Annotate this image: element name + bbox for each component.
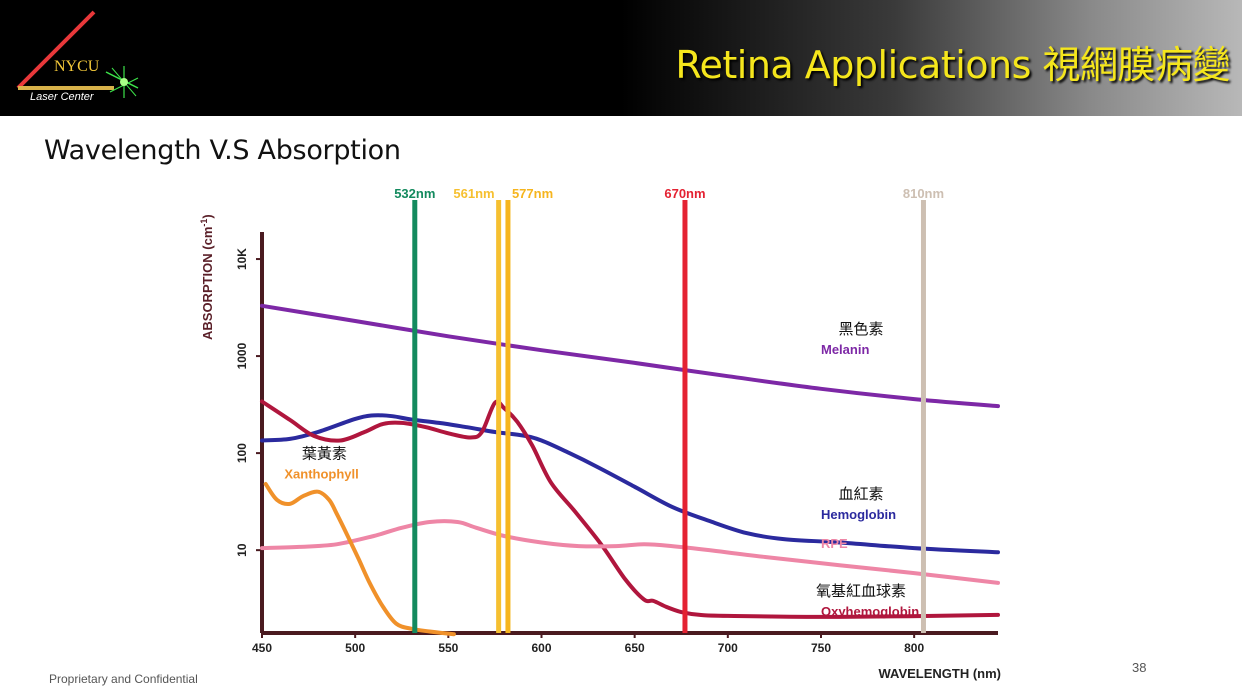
- slide-subtitle: Wavelength V.S Absorption: [44, 135, 401, 166]
- series-label-hemoglobin: Hemoglobin: [821, 507, 896, 522]
- y-tick-label: 100: [235, 443, 249, 463]
- series-label-oxyhemoglobin: Oxyhemoglobin: [821, 604, 919, 619]
- laser-label-532nm: 532nm: [394, 186, 435, 201]
- y-tick-label: 10: [235, 543, 249, 557]
- logo-text: NYCU: [54, 58, 100, 75]
- series-line-melanin: [260, 303, 1000, 409]
- series-label-zh-xanthophyll: 葉黃素: [302, 444, 347, 462]
- x-tick-label: 750: [811, 641, 831, 655]
- x-tick-label: 700: [718, 641, 738, 655]
- plot-area: 10 100 1000 10K 450 500 550 600 650 700 750 800 532n…: [235, 186, 1000, 655]
- y-axis-label-base: ABSORPTION (cm: [200, 227, 215, 340]
- series-label-zh-hemoglobin: 血紅素: [838, 485, 883, 503]
- y-axis-label-sup: -1: [199, 219, 209, 227]
- laser-label-670nm: 670nm: [664, 186, 705, 201]
- series-line-hemoglobin: [260, 413, 1000, 555]
- series-label-zh-oxyhemoglobin: 氧基紅血球素: [816, 582, 906, 600]
- x-tick-label: 500: [345, 641, 365, 655]
- series-line-xanthophyll: [263, 482, 456, 637]
- x-tick-label: 550: [438, 641, 458, 655]
- laser-label-577nm: 577nm: [512, 186, 553, 201]
- laser-label-810nm: 810nm: [903, 186, 944, 201]
- series-label-zh-melanin: 黑色素: [838, 320, 883, 338]
- series-line-rpe: [260, 519, 1000, 585]
- x-tick-label: 800: [904, 641, 924, 655]
- x-tick-label: 650: [625, 641, 645, 655]
- page-number: 38: [1132, 660, 1147, 675]
- logo-subtext: Laser Center: [30, 91, 95, 103]
- series-label-melanin: Melanin: [821, 342, 869, 357]
- y-tick-label: 10K: [235, 248, 249, 270]
- y-axis-label: ABSORPTION (cm-1): [199, 214, 215, 340]
- x-tick-label: 600: [531, 641, 551, 655]
- y-tick-label: 1000: [235, 342, 249, 369]
- laser-label-561nm: 561nm: [453, 186, 494, 201]
- series-label-xanthophyll: Xanthophyll: [284, 466, 358, 481]
- series-label-rpe: RPE: [821, 536, 848, 551]
- x-axis-label: WAVELENGTH (nm): [878, 666, 1001, 681]
- slide-title: Retina Applications 視網膜病變: [675, 43, 1230, 87]
- nycu-laser-center-logo: NYCU Laser Center: [16, 10, 139, 103]
- green-spark-icon: [105, 66, 139, 98]
- x-tick-label: 450: [252, 641, 272, 655]
- y-axis-label-close: ): [200, 214, 215, 218]
- header-bar: NYCU Laser Center Retina Applications 視網…: [0, 0, 1242, 116]
- footer-text: Proprietary and Confidential: [49, 672, 198, 686]
